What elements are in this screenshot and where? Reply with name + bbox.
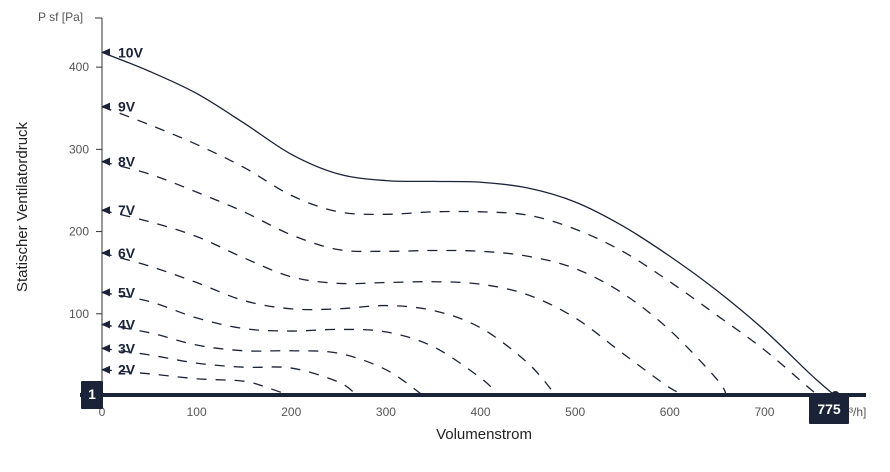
curve-label-2v: 2V	[118, 362, 136, 378]
fan-curves	[101, 51, 836, 397]
y-tick-label: 400	[69, 60, 89, 74]
x-tick-label: 0	[99, 405, 106, 419]
y-tick-label: 200	[69, 225, 89, 239]
max-flow-badge-box	[809, 393, 849, 424]
curve-label-9v: 9V	[118, 99, 136, 115]
min-flow-badge-value: 1	[88, 386, 96, 402]
curve-7v	[101, 209, 690, 397]
x-axis-unit: ³/h]	[849, 405, 866, 419]
max-flow-badge[interactable]: 775	[809, 393, 849, 424]
curve-5v	[101, 291, 500, 397]
y-tick-label: 300	[69, 142, 89, 156]
curve-start-marker	[101, 48, 110, 57]
y-axis-unit: P sf [Pa]	[38, 10, 83, 24]
curve-2v	[101, 369, 292, 397]
curve-label-5v: 5V	[118, 284, 136, 300]
max-flow-badge-value: 775	[817, 401, 841, 417]
x-tick-label: 600	[660, 405, 680, 419]
curve-8v	[101, 161, 728, 397]
curve-start-marker	[101, 344, 110, 353]
curve-10v	[101, 51, 836, 397]
curve-label-7v: 7V	[118, 202, 136, 218]
curve-start-marker	[101, 102, 110, 111]
curve-9v	[101, 105, 822, 397]
curve-6v	[101, 252, 557, 397]
x-axis-title: Volumenstrom	[436, 426, 532, 443]
curve-4v	[101, 323, 425, 397]
y-tick-label: 100	[69, 307, 89, 321]
curve-start-marker	[101, 320, 110, 329]
curve-labels: 10V 9V 8V 7V 6V 5V 4V 3V 2V	[101, 44, 144, 378]
min-flow-badge[interactable]: 1	[81, 381, 103, 409]
curve-start-marker	[101, 365, 110, 374]
curve-start-marker	[101, 288, 110, 297]
curve-label-3v: 3V	[118, 340, 136, 356]
min-flow-badge-box	[81, 381, 103, 409]
curve-label-8v: 8V	[118, 154, 136, 170]
x-tick-label: 400	[471, 405, 491, 419]
y-axis: P sf [Pa] Statischer Ventilatordruck 010…	[14, 10, 103, 403]
curve-label-6v: 6V	[118, 245, 136, 261]
x-axis: 0 100 200 300 400 500 600 700 Volumenstrom ³/h]	[99, 405, 867, 443]
x-tick-label: 200	[281, 405, 301, 419]
curve-label-4v: 4V	[118, 316, 136, 332]
x-tick-label: 500	[565, 405, 585, 419]
curve-label-10v: 10V	[118, 44, 144, 60]
x-tick-label: 300	[376, 405, 396, 419]
x-tick-label: 100	[187, 405, 207, 419]
curve-start-marker	[101, 248, 110, 257]
curve-start-marker	[101, 157, 110, 166]
x-tick-label: 700	[754, 405, 774, 419]
curve-start-marker	[101, 206, 110, 215]
curve-3v	[101, 347, 358, 397]
y-axis-title: Statischer Ventilatordruck	[14, 121, 31, 292]
